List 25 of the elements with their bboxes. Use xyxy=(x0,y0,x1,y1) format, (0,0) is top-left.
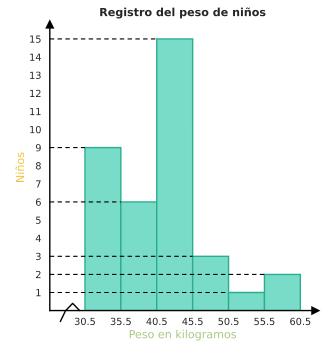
x-tick-label: 50.5 xyxy=(218,318,239,326)
y-axis-title: Niños xyxy=(15,152,24,182)
y-tick-label: 7 xyxy=(36,180,41,188)
y-tick-label: 4 xyxy=(36,234,41,242)
chart-title: Registro del peso de niños xyxy=(100,7,266,18)
y-tick-label: 1 xyxy=(36,289,41,296)
y-tick-label: 13 xyxy=(30,72,41,79)
y-tick-label: 6 xyxy=(36,198,41,206)
y-tick-label: 8 xyxy=(36,162,41,170)
y-tick-label: 12 xyxy=(30,90,40,97)
x-tick-label: 45.5 xyxy=(182,318,203,326)
x-tick-label: 60.5 xyxy=(290,318,310,326)
x-tick-label: 35.5 xyxy=(110,318,131,326)
x-tick-label: 55.5 xyxy=(254,318,274,326)
y-tick-label: 10 xyxy=(30,126,41,134)
y-tick-label: 15 xyxy=(30,36,41,43)
x-tick-label: 30.5 xyxy=(74,318,95,326)
y-tick-label: 9 xyxy=(36,144,41,152)
x-axis-title: Peso en kilogramos xyxy=(130,330,236,340)
x-tick-label: 40.5 xyxy=(146,318,167,326)
y-tick-label: 3 xyxy=(36,252,41,260)
y-tick-label: 2 xyxy=(36,270,40,278)
y-tick-label: 11 xyxy=(30,108,41,116)
y-tick-label: 5 xyxy=(36,216,41,224)
y-tick-label: 14 xyxy=(30,54,41,61)
